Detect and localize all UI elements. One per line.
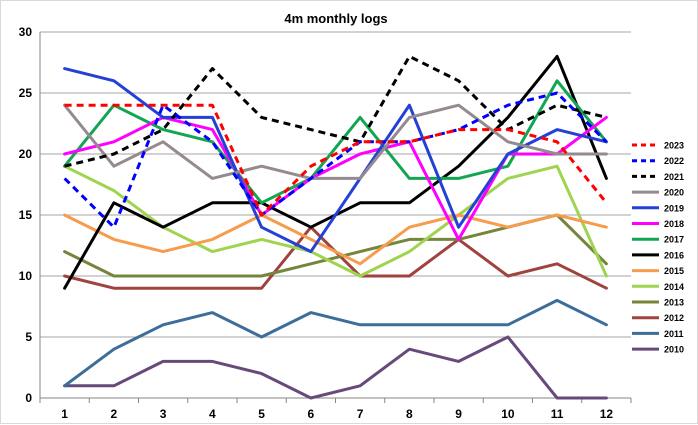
legend-label-2012: 2012 (664, 313, 684, 323)
series-line-2020 (63, 103, 608, 180)
series-line-2015 (63, 213, 608, 266)
legend-label-2015: 2015 (664, 266, 684, 276)
chart-title: 4m monthly logs (284, 11, 387, 26)
y-tick-label: 30 (19, 25, 33, 39)
series-line-2017 (63, 79, 608, 205)
series-line-2019 (63, 67, 608, 254)
y-tick-label: 10 (19, 269, 33, 283)
x-tick-label: 11 (551, 407, 564, 421)
legend-label-2011: 2011 (664, 329, 684, 339)
x-tick-label: 7 (357, 407, 364, 421)
y-axis-tick-labels: 0 5 10 15 20 25 30 (19, 25, 33, 405)
x-tick-label: 6 (308, 407, 315, 421)
legend: 2023 2022 2021 2020 2019 2018 2017 2016 2015 2014… (632, 141, 684, 355)
x-tick-label: 12 (600, 407, 614, 421)
y-tick-label: 5 (25, 330, 32, 344)
legend-label-2019: 2019 (664, 203, 684, 213)
x-tick-label: 9 (455, 407, 462, 421)
x-axis-tick-labels: 1 2 3 4 5 6 7 8 9 10 11 12 (61, 407, 613, 421)
legend-label-2010: 2010 (664, 345, 684, 355)
legend-label-2013: 2013 (664, 298, 684, 308)
x-tick-label: 3 (160, 407, 167, 421)
series-line-2018 (63, 115, 608, 241)
legend-label-2020: 2020 (664, 188, 684, 198)
x-tick-label: 1 (61, 407, 68, 421)
x-tick-label: 10 (501, 407, 515, 421)
axes (39, 32, 632, 403)
legend-label-2016: 2016 (664, 250, 684, 260)
x-tick-label: 2 (111, 407, 118, 421)
series-line-2010 (63, 335, 608, 400)
y-tick-label: 15 (19, 208, 33, 222)
legend-label-2017: 2017 (664, 235, 684, 245)
series-line-2014 (63, 164, 608, 278)
series-line-2011 (63, 298, 608, 388)
legend-label-2014: 2014 (664, 282, 684, 292)
legend-label-2018: 2018 (664, 219, 684, 229)
y-tick-label: 25 (19, 86, 33, 100)
series-line-2023 (64, 103, 608, 217)
gridlines (40, 31, 631, 338)
x-tick-label: 5 (258, 407, 265, 421)
series-lines (63, 54, 608, 400)
legend-label-2022: 2022 (664, 156, 684, 166)
x-tick-label: 4 (209, 407, 216, 421)
legend-label-2021: 2021 (664, 172, 684, 182)
legend-label-2023: 2023 (664, 141, 684, 151)
series-line-2021 (64, 54, 607, 168)
x-tick-label: 8 (406, 407, 413, 421)
y-tick-label: 0 (25, 391, 32, 405)
series-line-2022 (63, 91, 608, 229)
y-tick-label: 20 (19, 147, 33, 161)
